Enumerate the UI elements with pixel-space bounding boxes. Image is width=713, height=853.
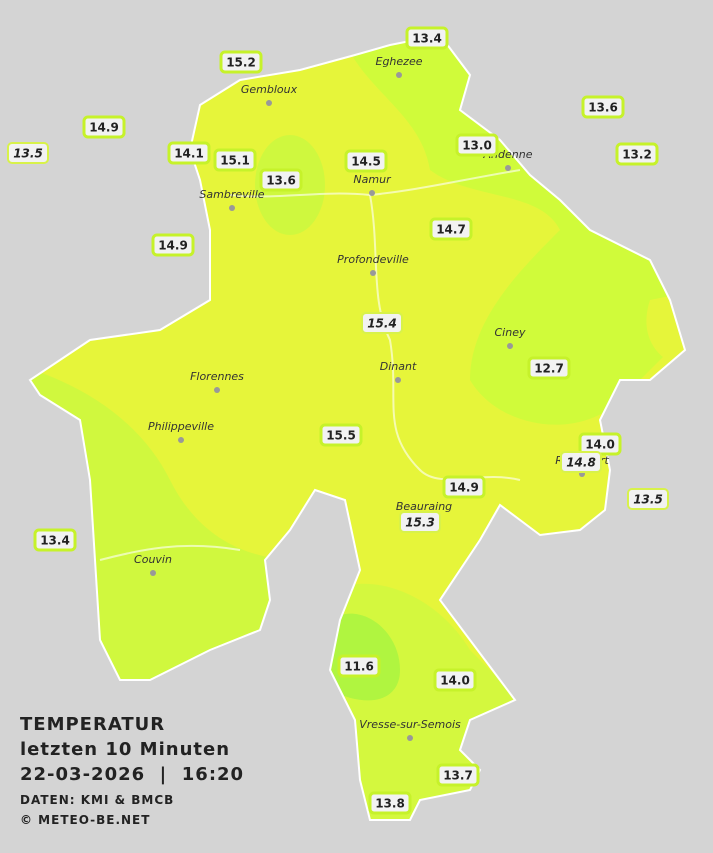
- station-box: [433, 668, 477, 692]
- station-box: [219, 50, 263, 74]
- station-value: 13.6: [588, 101, 618, 115]
- city-label: Gembloux: [241, 83, 298, 96]
- station-box: [319, 423, 363, 447]
- station-value: 14.9: [89, 121, 119, 135]
- station-box: [627, 488, 669, 510]
- legend-source: DATEN: KMI & BMCB: [20, 793, 174, 807]
- station-box: [560, 451, 602, 473]
- station-value: 15.2: [226, 56, 256, 70]
- station-value: 11.6: [344, 660, 374, 674]
- city-dot: [214, 387, 220, 393]
- city-dot: [266, 100, 272, 106]
- station-box: [167, 141, 211, 165]
- city-dot: [370, 270, 376, 276]
- station-value: 13.0: [462, 139, 492, 153]
- station-box: [7, 142, 49, 164]
- station-box: [337, 654, 381, 678]
- station-value: 15.1: [220, 154, 250, 168]
- station-box: [361, 312, 403, 334]
- station-box: [581, 95, 625, 119]
- city-label: Profondeville: [337, 253, 409, 266]
- city-dot: [369, 190, 375, 196]
- station-box: [213, 148, 257, 172]
- legend-period: letzten 10 Minuten: [20, 739, 230, 760]
- legend-copyright: © METEO-BE.NET: [20, 813, 150, 827]
- station-box: [33, 528, 77, 552]
- station-value: 14.8: [566, 456, 596, 470]
- city-label: Philippeville: [148, 420, 214, 433]
- station-box: [429, 217, 473, 241]
- station-box: [259, 168, 303, 192]
- city-dot: [396, 72, 402, 78]
- city-dot: [395, 377, 401, 383]
- city-dot: [407, 735, 413, 741]
- city-dot: [229, 205, 235, 211]
- station-value: 14.1: [174, 147, 204, 161]
- station-value: 13.7: [443, 769, 473, 783]
- stations: 13.4 15.2 14.9 13.5 14.1 15.1 13.6 14.5 13.0 13.6…: [7, 26, 669, 815]
- station-value: 13.4: [412, 32, 442, 46]
- station-box: [455, 133, 499, 157]
- station-value: 13.2: [622, 148, 652, 162]
- station-box: [615, 142, 659, 166]
- river: [99, 544, 241, 561]
- station-box: [527, 356, 571, 380]
- station-box: [368, 791, 412, 815]
- city-dot: [150, 570, 156, 576]
- station-value: 15.4: [367, 317, 397, 331]
- station-value: 14.9: [158, 239, 188, 253]
- station-box: [399, 511, 441, 533]
- station-box: [405, 26, 449, 50]
- city-label: Ciney: [495, 326, 526, 339]
- station-value: 13.5: [13, 147, 43, 161]
- station-value: 15.5: [326, 429, 356, 443]
- station-value: 14.9: [449, 481, 479, 495]
- station-value: 14.7: [436, 223, 466, 237]
- station-box: [344, 149, 388, 173]
- station-value: 13.6: [266, 174, 296, 188]
- station-box: [151, 233, 195, 257]
- city-label: Couvin: [134, 553, 172, 566]
- city-label: Beauraing: [396, 500, 452, 513]
- city-label: Eghezee: [376, 55, 423, 68]
- station-value: 14.0: [585, 438, 615, 452]
- city-label: Namur: [353, 173, 392, 186]
- station-value: 13.8: [375, 797, 405, 811]
- city-label: Sambreville: [199, 188, 264, 201]
- city-label: Florennes: [190, 370, 244, 383]
- station-value: 12.7: [534, 362, 564, 376]
- legend-timestamp: 22-03-2026 | 16:20: [20, 764, 244, 785]
- station-value: 14.5: [351, 155, 381, 169]
- station-value: 15.3: [405, 516, 435, 530]
- station-value: 13.5: [633, 493, 663, 507]
- station-value: 13.4: [40, 534, 70, 548]
- city-dot: [178, 437, 184, 443]
- station-box: [442, 475, 486, 499]
- legend-title: TEMPERATUR: [20, 714, 165, 735]
- station-box: [82, 115, 126, 139]
- city-label: Vresse-sur-Semois: [359, 718, 461, 731]
- city-label: Dinant: [380, 360, 417, 373]
- city-dot: [505, 165, 511, 171]
- station-value: 14.0: [440, 674, 470, 688]
- city-dot: [507, 343, 513, 349]
- station-box: [436, 763, 480, 787]
